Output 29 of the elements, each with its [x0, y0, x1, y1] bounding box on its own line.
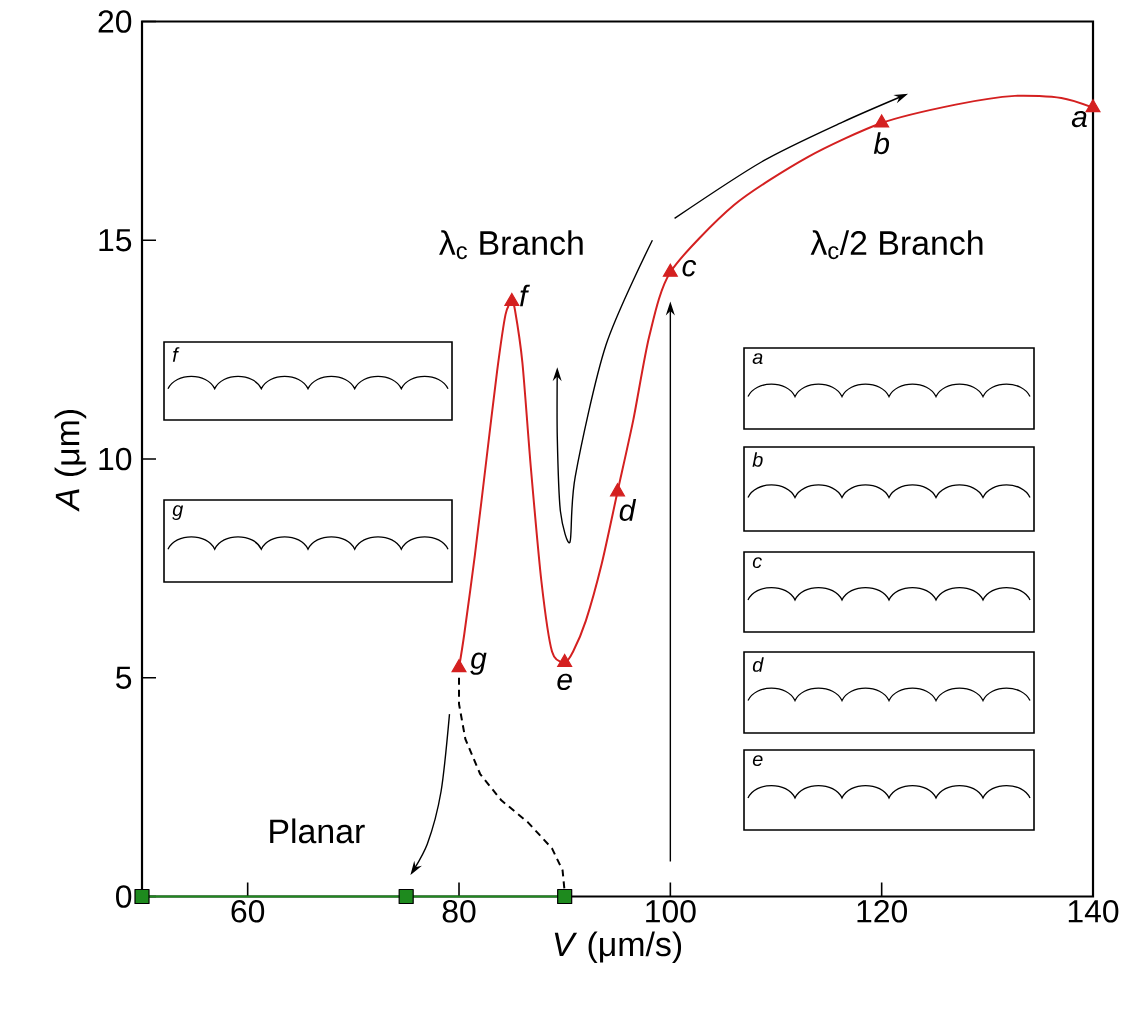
y-tick-label: 5: [116, 666, 132, 689]
annotation: c: [682, 260, 697, 277]
x-tick-label: 120: [857, 900, 908, 923]
x-tick-label: 60: [231, 900, 265, 923]
annotation: g: [172, 505, 184, 521]
annotation: c: [752, 557, 762, 569]
annotation: b: [752, 452, 763, 467]
y-tick-label: 20: [98, 10, 132, 33]
y-axis-title: A (μm): [54, 409, 87, 512]
annotation: e: [557, 673, 572, 691]
x-tick-label: 80: [442, 900, 476, 923]
y-tick-label: 10: [99, 447, 132, 471]
annotation: g: [470, 652, 487, 675]
x-tick-label: 100: [646, 900, 696, 923]
annotation: λ$_{c}$ Branch: [439, 230, 583, 260]
x-tick-label: 140: [1068, 900, 1119, 923]
annotation: Planar: [270, 818, 365, 844]
y-tick-label: 15: [99, 229, 132, 252]
y-tick-label: 0: [116, 885, 132, 908]
annotation: e: [752, 755, 763, 767]
annotation: b: [873, 132, 890, 155]
annotation: f: [520, 284, 530, 307]
annotation: a: [752, 353, 763, 365]
annotation: f: [172, 347, 180, 362]
x-axis-title: V (μm/s): [554, 931, 682, 963]
annotation: λ$_{c}$/2 Branch: [810, 230, 983, 260]
annotation: d: [619, 499, 637, 521]
annotation: a: [1071, 110, 1087, 128]
annotation: d: [752, 657, 764, 672]
